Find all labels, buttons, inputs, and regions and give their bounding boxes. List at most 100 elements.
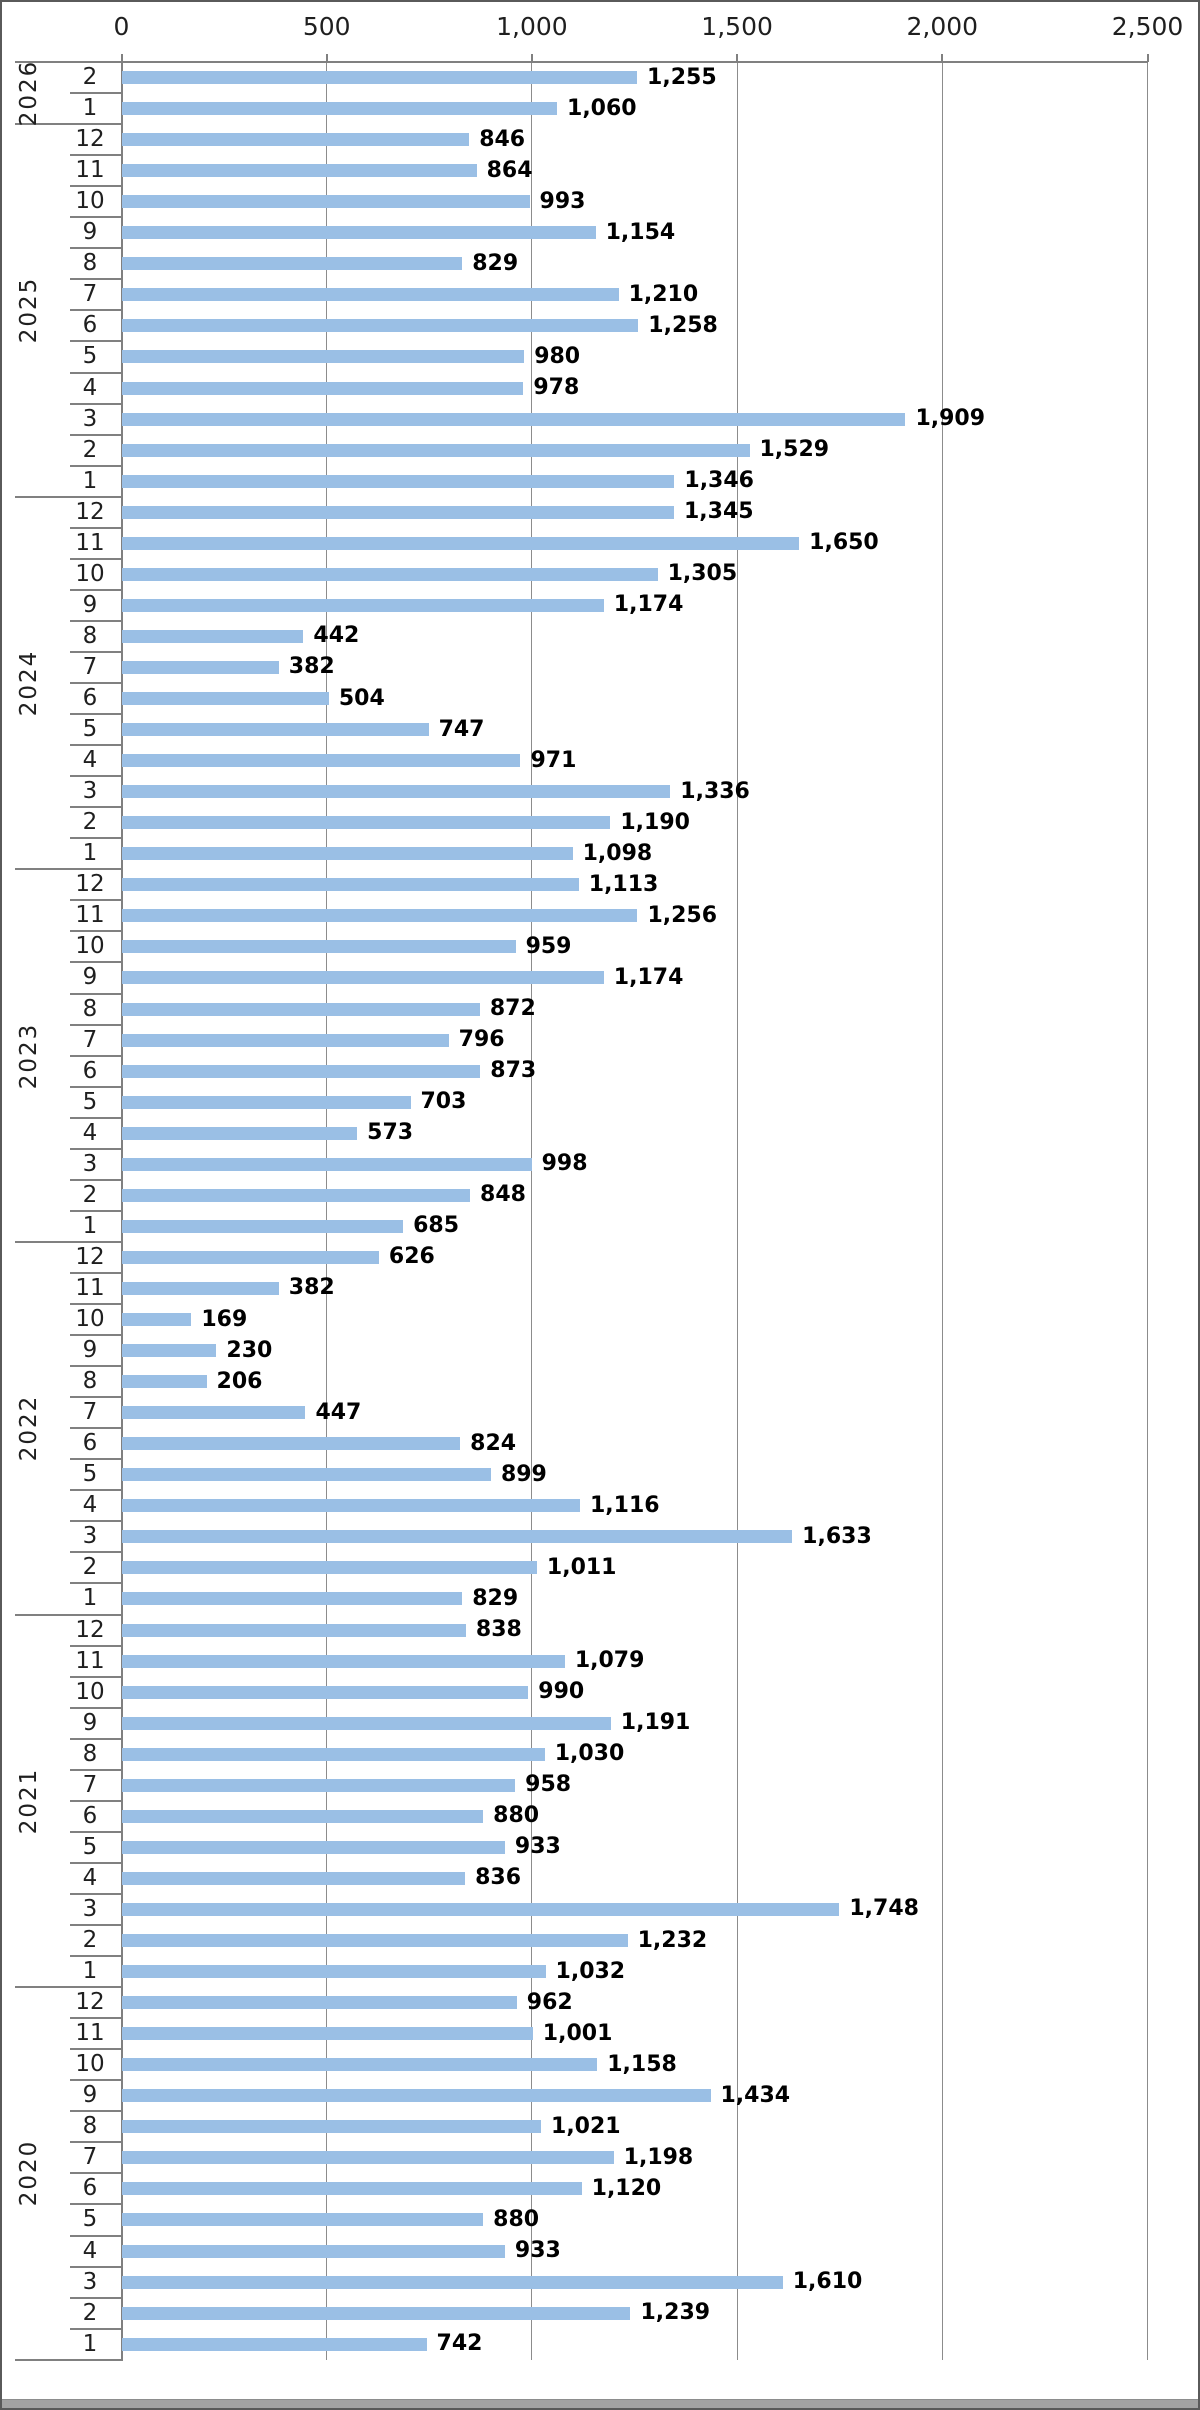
bar[interactable] xyxy=(122,412,906,426)
bar[interactable] xyxy=(122,1281,279,1295)
bar[interactable] xyxy=(122,257,463,271)
bar[interactable] xyxy=(122,1902,840,1916)
bar[interactable] xyxy=(122,1344,217,1358)
bar[interactable] xyxy=(122,1313,192,1327)
bar[interactable] xyxy=(122,816,611,830)
vertical-gridline xyxy=(326,62,328,2360)
value-axis-tick-label: 1,000 xyxy=(496,12,568,41)
month-tick-label: 6 xyxy=(82,1057,98,1084)
bar-value-label: 382 xyxy=(288,654,335,680)
bar-value-label: 1,336 xyxy=(680,778,750,804)
month-tick-label: 4 xyxy=(82,747,98,774)
bar[interactable] xyxy=(122,1499,580,1513)
bar[interactable] xyxy=(122,1033,449,1047)
bar[interactable] xyxy=(122,1375,207,1389)
bar[interactable] xyxy=(122,2058,598,2072)
bar[interactable] xyxy=(122,2089,711,2103)
month-separator xyxy=(70,992,123,995)
month-tick-label: 8 xyxy=(82,2113,98,2140)
bar[interactable] xyxy=(122,1064,481,1078)
month-tick-label: 8 xyxy=(82,995,98,1022)
bar[interactable] xyxy=(122,1530,793,1544)
bar[interactable] xyxy=(122,847,573,861)
bar[interactable] xyxy=(122,2213,484,2227)
bar[interactable] xyxy=(122,1965,546,1979)
month-tick-label: 10 xyxy=(75,188,105,215)
bar[interactable] xyxy=(122,1778,516,1792)
bar[interactable] xyxy=(122,1654,565,1668)
value-axis-tick-mark xyxy=(120,54,123,62)
bar[interactable] xyxy=(122,1685,529,1699)
month-separator xyxy=(70,2110,123,2113)
bar[interactable] xyxy=(122,878,579,892)
bar[interactable] xyxy=(122,1747,545,1761)
month-separator xyxy=(70,278,123,281)
bar[interactable] xyxy=(122,505,674,519)
bar-value-label: 1,021 xyxy=(551,2113,621,2139)
bar[interactable] xyxy=(122,1934,628,1948)
month-separator xyxy=(70,1085,123,1088)
bar[interactable] xyxy=(122,1219,404,1233)
bar[interactable] xyxy=(122,629,304,643)
bar[interactable] xyxy=(122,1188,471,1202)
bar[interactable] xyxy=(122,1809,484,1823)
bar[interactable] xyxy=(122,1840,505,1854)
bar[interactable] xyxy=(122,660,279,674)
bar[interactable] xyxy=(122,1871,466,1885)
bar[interactable] xyxy=(122,2027,533,2041)
bar[interactable] xyxy=(122,1250,379,1264)
bar[interactable] xyxy=(122,1561,537,1575)
bar[interactable] xyxy=(122,1437,461,1451)
bar[interactable] xyxy=(122,598,604,612)
bar[interactable] xyxy=(122,350,525,364)
bar[interactable] xyxy=(122,754,521,768)
bar[interactable] xyxy=(122,723,429,737)
bar[interactable] xyxy=(122,102,558,116)
bar[interactable] xyxy=(122,2306,631,2320)
bar[interactable] xyxy=(122,536,800,550)
bar[interactable] xyxy=(122,1126,358,1140)
bar[interactable] xyxy=(122,381,524,395)
bar[interactable] xyxy=(122,164,477,178)
bar[interactable] xyxy=(122,2244,505,2258)
bar[interactable] xyxy=(122,1592,463,1606)
bar[interactable] xyxy=(122,940,516,954)
bar[interactable] xyxy=(122,2120,542,2134)
bar[interactable] xyxy=(122,971,604,985)
bar[interactable] xyxy=(122,1095,411,1109)
month-separator xyxy=(70,1861,123,1864)
bar[interactable] xyxy=(122,319,639,333)
bar-value-label: 447 xyxy=(315,1399,362,1425)
month-separator xyxy=(70,1023,123,1026)
bar[interactable] xyxy=(122,2182,582,2196)
bar[interactable] xyxy=(122,1716,611,1730)
month-tick-label: 4 xyxy=(82,1492,98,1519)
bar[interactable] xyxy=(122,226,596,240)
month-separator xyxy=(70,2048,123,2051)
bar[interactable] xyxy=(122,474,675,488)
bar[interactable] xyxy=(122,2151,614,2165)
bar[interactable] xyxy=(122,785,671,799)
bar[interactable] xyxy=(122,71,638,85)
bar[interactable] xyxy=(122,1623,466,1637)
bar[interactable] xyxy=(122,195,530,209)
bar[interactable] xyxy=(122,133,470,147)
bar[interactable] xyxy=(122,443,750,457)
month-tick-label: 3 xyxy=(82,778,98,805)
bar[interactable] xyxy=(122,692,329,706)
bar[interactable] xyxy=(122,288,619,302)
month-tick-label: 10 xyxy=(75,933,105,960)
month-tick-label: 4 xyxy=(82,2237,98,2264)
bar[interactable] xyxy=(122,2275,783,2289)
month-separator xyxy=(70,433,123,436)
bar[interactable] xyxy=(122,2337,427,2351)
bar[interactable] xyxy=(122,909,638,923)
bar[interactable] xyxy=(122,1406,306,1420)
bar[interactable] xyxy=(122,1996,517,2010)
bar[interactable] xyxy=(122,1157,532,1171)
month-tick-label: 7 xyxy=(82,653,98,680)
bar[interactable] xyxy=(122,1002,480,1016)
bar[interactable] xyxy=(122,1468,491,1482)
bar-value-label: 864 xyxy=(486,157,533,183)
bar[interactable] xyxy=(122,567,658,581)
